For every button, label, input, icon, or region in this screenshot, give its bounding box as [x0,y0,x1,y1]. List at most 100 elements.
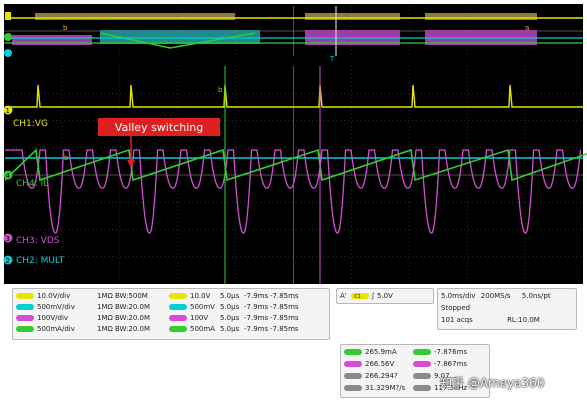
channel-scale: 500mV/div [37,303,75,311]
zoom-badge [169,326,187,332]
measurement-value-2: 9.07… [434,372,457,380]
zoom-scale: 10.0V [190,292,211,300]
channel-row[interactable]: 500mA/div 1MΩ BW:20.0M 500mA 5.0μs -7.9ms -7.8… [16,325,300,333]
ch3-trace [5,149,582,234]
channel-bandwidth: BW:20.0M [115,303,151,311]
channel-badge [16,304,34,310]
acquisition-panel: 5.0ms/div 200MS/s 5.0ns/pt Stopped 101 a… [437,288,577,330]
overview-window: T b a [4,6,583,63]
channel-badge [16,315,34,321]
ch1-label: CH1:VG [13,119,48,129]
ch3-ground-number: 3 [6,235,10,243]
channel-bandwidth: BW:500M [115,292,148,300]
time-per-point: 5.0ns/pt [521,292,551,300]
record-length: RL:10.0M [507,316,540,324]
zoom-window: CH1:VG CH4: IL CH3: VDS CH2: MULT 1 4 3 … [3,66,587,284]
overview-ch4-marker [4,33,12,41]
zoom-time: 5.0μs [220,292,240,300]
overview-marker-a: a [525,24,529,32]
timebase: 5.0ms/div [441,292,476,300]
ch3-label: CH3: VDS [16,236,60,246]
measurement-row: 31.329M?/s 117.5kHz [344,384,467,392]
trigger-slope-icon: ∫ [371,292,375,300]
measurement-badge [344,349,362,355]
overview-ch1-burst-2 [305,13,400,20]
ch1-ground-number: 1 [6,107,10,115]
overview-ch2-marker [4,49,12,57]
trigger-channel-badge [350,293,369,299]
overview-ch1-burst-3 [425,13,537,20]
measurement-badge-2 [413,385,431,391]
channel-scale: 500mA/div [37,325,75,333]
channel-badge [16,326,34,332]
overview-ch2-burst-1 [100,30,260,44]
zoom-time: 5.0μs [220,303,240,311]
ch2-ground-number: 2 [6,257,10,265]
ch4-ground-marker[interactable] [3,170,13,180]
measurement-badge-2 [413,349,431,355]
watermark: 知乎 @Ameya360 [440,376,545,390]
ch4-trace [4,148,587,182]
zoom-end: -7.85ms [270,303,299,311]
channel-bandwidth: BW:20.0M [115,314,151,322]
measurement-value: 265.9mA [365,348,397,356]
ch2-label: CH2: MULT [16,256,65,266]
ch4-label: CH4: IL [16,179,48,189]
zoom-marker-b: b [218,86,223,94]
channel-bandwidth: BW:20.0M [115,325,151,333]
channel-impedance: 1MΩ [97,303,113,311]
measurement-value-2: 117.5kHz [434,384,468,392]
zoom-scale: 500mA [190,325,215,333]
acq-count: 101 acqs [441,316,473,324]
zoom-end: -7.85ms [270,314,299,322]
valley-switching-text: Valley switching [115,121,203,134]
acq-state: Stopped [441,304,471,312]
zoom-scale: 100V [190,314,209,322]
measurement-value-2: -7.876ms [434,348,468,356]
zoom-start: -7.9ms [244,314,269,322]
ch2-ground-marker[interactable] [3,255,13,265]
overview-ch1-burst-1 [35,13,235,20]
channel-row[interactable]: 10.0V/div 1MΩ BW:500M 10.0V 5.0μs -7.9ms -7.85… [16,292,300,300]
measurement-row: 265.9mA -7.876ms [344,348,467,356]
measurement-badge-2 [413,373,431,379]
measurement-badge-2 [413,361,431,367]
overview-trigger-marker: T [329,55,335,63]
channel-badge [16,293,34,299]
measurement-value: 31.329M?/s [365,384,406,392]
channel-row[interactable]: 100V/div 1MΩ BW:20.0M 100V 5.0μs -7.9ms -7.85m… [16,314,300,322]
measurement-badge [344,361,362,367]
trigger-source-label: A' [340,292,347,300]
zoom-start: -7.9ms [244,303,269,311]
trigger-channel: C1 [354,294,361,300]
channel-impedance: 1MΩ [97,314,113,322]
channel-scale: 10.0V/div [37,292,71,300]
channel-row[interactable]: 500mV/div 1MΩ BW:20.0M 500mV 5.0μs -7.9ms -7.8… [16,303,300,311]
zoom-time: 5.0μs [220,314,240,322]
ch4-ground-number: 4 [6,172,11,180]
channel-settings-panel: 10.0V/div 1MΩ BW:500M 10.0V 5.0μs -7.9ms -7.85… [12,288,330,340]
channel-impedance: 1MΩ [97,325,113,333]
zoom-end: -7.85ms [270,325,299,333]
zoom-start: -7.9ms [244,292,269,300]
measurement-panel: 265.9mA -7.876ms 266.56V -7.867ms 266.294? 9.… [340,344,490,398]
zoom-badge [169,304,187,310]
zoom-time: 5.0μs [220,325,240,333]
overview-marker-b: b [63,24,68,32]
ch1-ground-marker[interactable] [3,105,13,115]
trigger-level: 5.0V [377,292,393,300]
measurement-badge [344,385,362,391]
valley-switching-callout [98,118,220,136]
channel-impedance: 1MΩ [97,292,113,300]
callout-arrow-head [127,160,135,168]
overview-ch1-band [5,12,11,20]
measurement-value-2: -7.867ms [434,360,468,368]
ch3-ground-marker[interactable] [3,233,13,243]
ch1-trace [5,84,583,108]
overview-ch3-burst-1 [12,35,92,45]
zoom-scale: 500mV [190,303,215,311]
channel-scale: 100V/div [37,314,69,322]
trigger-panel[interactable]: A' C1 ∫ 5.0V [336,288,434,304]
measurement-row: 266.294? 9.07… [344,372,457,380]
measurement-row: 266.56V -7.867ms [344,360,467,368]
